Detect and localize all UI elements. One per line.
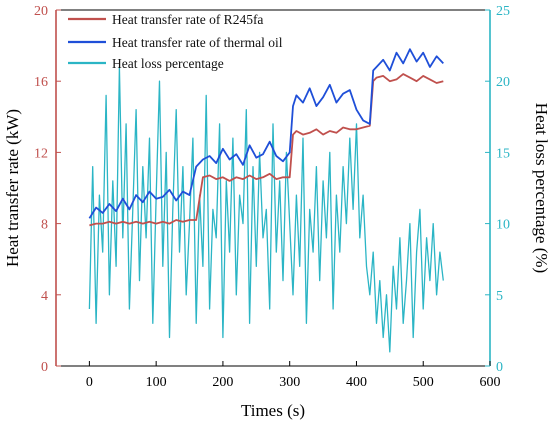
right-y-tick-label-1: 5 <box>496 289 503 304</box>
x-tick-label-1: 100 <box>146 375 167 390</box>
legend-label-r245fa: Heat transfer rate of R245fa <box>112 12 263 27</box>
legend-label-heat-loss: Heat loss percentage <box>112 56 224 71</box>
left-y-tick-label-0: 0 <box>41 360 48 375</box>
right-y-tick-label-5: 25 <box>496 4 510 19</box>
x-tick-label-3: 300 <box>279 375 300 390</box>
x-tick-label-5: 500 <box>413 375 434 390</box>
series-line-heat-loss <box>88 66 444 353</box>
right-y-tick-label-3: 15 <box>496 146 510 161</box>
left-y-tick-label-5: 20 <box>34 4 48 19</box>
axes <box>55 9 491 367</box>
x-axis-title: Times (s) <box>241 401 305 420</box>
plot-lines <box>88 48 444 353</box>
left-y-tick-label-4: 16 <box>34 75 48 90</box>
left-y-tick-label-2: 8 <box>41 218 48 233</box>
series-line-thermal-oil <box>88 48 444 219</box>
x-tick-label-0: 0 <box>86 375 93 390</box>
left-y-axis-title: Heat transfer rate (kW) <box>3 109 22 267</box>
legend: Heat transfer rate of R245fa Heat transf… <box>68 12 283 71</box>
left-y-tick-label-3: 12 <box>34 146 48 161</box>
left-y-tick-label-1: 4 <box>41 289 48 304</box>
legend-label-thermal-oil: Heat transfer rate of thermal oil <box>112 35 283 50</box>
right-y-axis-title: Heat loss percentage (%) <box>532 103 550 273</box>
series-line-r245fa <box>89 73 444 227</box>
x-tick-label-2: 200 <box>212 375 233 390</box>
right-y-tick-label-4: 20 <box>496 75 510 90</box>
right-y-tick-label-0: 0 <box>496 360 503 375</box>
right-y-tick-label-2: 10 <box>496 218 510 233</box>
x-tick-label-6: 600 <box>480 375 501 390</box>
x-tick-label-4: 400 <box>346 375 367 390</box>
